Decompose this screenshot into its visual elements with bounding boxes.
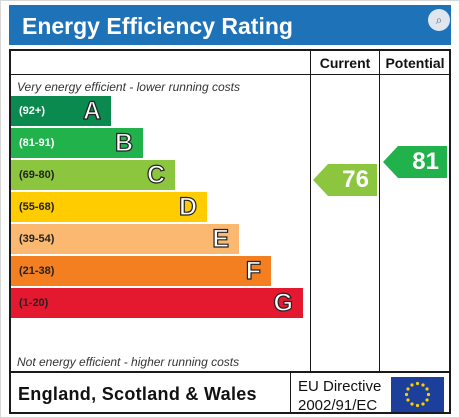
band-range-label: (69-80) bbox=[19, 169, 55, 181]
body-divider bbox=[9, 371, 451, 373]
band-letter: F bbox=[245, 256, 262, 285]
directive-line1: EU Directive bbox=[298, 378, 382, 395]
border-left bbox=[9, 49, 11, 414]
potential-rating-arrow: 81 bbox=[383, 146, 447, 178]
band-letter: D bbox=[178, 192, 197, 221]
band-d: (55-68) D bbox=[11, 192, 207, 222]
eu-directive: EU Directive 2002/91/EC bbox=[298, 377, 381, 415]
chart-title: Energy Efficiency Rating bbox=[9, 5, 451, 45]
band-letter: G bbox=[273, 288, 294, 317]
footer-country: England, Scotland & Wales bbox=[18, 384, 257, 404]
band-letter: B bbox=[114, 128, 133, 157]
footer-divider bbox=[290, 372, 291, 413]
directive-line2: 2002/91/EC bbox=[298, 397, 378, 414]
header-current: Current bbox=[319, 55, 371, 71]
header-potential: Potential bbox=[385, 55, 445, 71]
band-range-label: (39-54) bbox=[19, 233, 55, 245]
band-a: (92+) A bbox=[11, 96, 111, 126]
band-range-label: (92+) bbox=[19, 105, 45, 117]
border-right bbox=[449, 49, 451, 414]
border-bottom bbox=[9, 412, 451, 414]
band-e: (39-54) E bbox=[11, 224, 239, 254]
bottom-caption: Not energy efficient - higher running co… bbox=[17, 355, 240, 369]
band-letter: E bbox=[212, 224, 230, 253]
band-letter: C bbox=[146, 160, 165, 189]
current-rating-value: 76 bbox=[342, 166, 369, 193]
potential-arrow-shape bbox=[383, 146, 447, 178]
band-range-label: (55-68) bbox=[19, 201, 55, 213]
eu-star bbox=[410, 383, 414, 387]
band-range-label: (1-20) bbox=[19, 297, 49, 309]
column-divider-current bbox=[310, 49, 311, 372]
top-caption: Very energy efficient - lower running co… bbox=[17, 80, 240, 94]
eu-star bbox=[425, 398, 429, 402]
eu-star bbox=[415, 381, 420, 386]
band-range-label: (21-38) bbox=[19, 265, 55, 277]
eu-star bbox=[421, 383, 425, 387]
eu-star bbox=[415, 403, 420, 408]
band-b: (81-91) B bbox=[11, 128, 143, 158]
current-rating-arrow: 76 bbox=[313, 164, 377, 196]
band-c: (69-80) C bbox=[11, 160, 175, 190]
border-top bbox=[9, 49, 451, 51]
eu-star bbox=[426, 392, 431, 397]
band-g: (1-20) G bbox=[11, 288, 303, 318]
eu-star bbox=[425, 387, 429, 391]
eu-star bbox=[406, 398, 410, 402]
eu-star bbox=[404, 392, 409, 397]
header-divider bbox=[9, 74, 451, 75]
column-divider-potential bbox=[379, 49, 380, 372]
current-arrow-shape bbox=[313, 164, 377, 196]
band-f: (21-38) F bbox=[11, 256, 271, 286]
band-range-label: (81-91) bbox=[19, 137, 55, 149]
eu-star bbox=[406, 387, 410, 391]
potential-rating-value: 81 bbox=[412, 148, 439, 175]
eu-star bbox=[410, 402, 414, 406]
eu-flag-icon bbox=[391, 377, 444, 412]
zoom-in-icon[interactable]: ⌕ bbox=[428, 9, 450, 31]
eu-star bbox=[421, 402, 425, 406]
band-letter: A bbox=[82, 96, 101, 125]
